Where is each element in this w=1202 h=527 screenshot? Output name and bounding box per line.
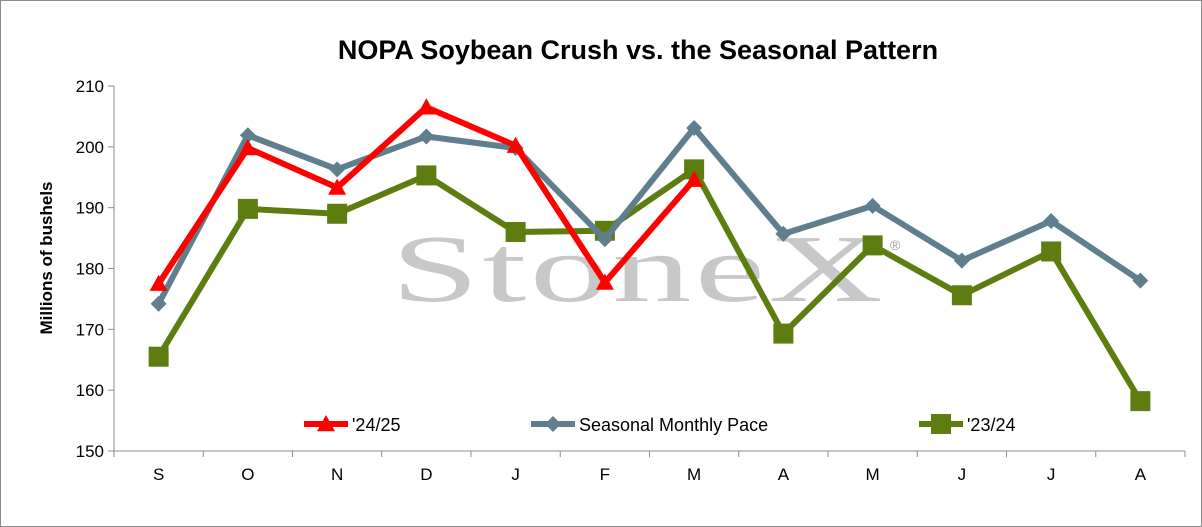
data-point bbox=[506, 136, 525, 153]
legend-label: '24/25 bbox=[352, 415, 400, 435]
legend-item: '23/24 bbox=[919, 414, 1015, 435]
stonex-logo-watermark: StoneX ® bbox=[391, 215, 901, 322]
data-point bbox=[864, 197, 881, 214]
data-point bbox=[595, 273, 614, 290]
x-tick-label: N bbox=[331, 465, 343, 484]
data-point bbox=[238, 139, 257, 156]
y-tick-label: 150 bbox=[76, 442, 104, 461]
data-point bbox=[417, 98, 436, 115]
data-point bbox=[684, 159, 705, 180]
x-tick-label: O bbox=[241, 465, 254, 484]
legend-swatch-marker bbox=[931, 414, 951, 434]
x-tick-label: S bbox=[153, 465, 164, 484]
legend-label: Seasonal Monthly Pace bbox=[579, 415, 768, 435]
legend-label: '23/24 bbox=[967, 415, 1015, 435]
chart-title: NOPA Soybean Crush vs. the Seasonal Patt… bbox=[338, 35, 938, 65]
x-tick-label: D bbox=[420, 465, 432, 484]
series-line bbox=[155, 124, 1144, 307]
x-tick-label: M bbox=[687, 465, 701, 484]
legend-item: Seasonal Monthly Pace bbox=[531, 415, 768, 435]
data-point bbox=[953, 252, 970, 269]
data-point bbox=[505, 222, 526, 242]
x-tick-label: M bbox=[866, 465, 880, 484]
data-point bbox=[327, 203, 348, 224]
data-point bbox=[329, 161, 346, 178]
legend: '24/25 Seasonal Monthly Pace '23/24 bbox=[304, 414, 1015, 435]
data-point bbox=[775, 225, 792, 242]
data-point bbox=[596, 231, 613, 248]
x-tick-label: J bbox=[958, 465, 967, 484]
data-point bbox=[239, 127, 256, 144]
legend-item: '24/25 bbox=[304, 415, 400, 435]
data-point bbox=[1041, 241, 1062, 262]
data-point bbox=[773, 323, 794, 344]
data-point bbox=[1130, 391, 1151, 412]
x-tick-label: F bbox=[600, 465, 610, 484]
data-point bbox=[862, 235, 883, 256]
x-tick-label: J bbox=[511, 465, 520, 484]
data-point bbox=[951, 285, 972, 306]
data-point bbox=[685, 170, 704, 187]
data-point bbox=[686, 119, 703, 136]
x-tick-label: J bbox=[1047, 465, 1056, 484]
series-layer bbox=[148, 98, 1151, 412]
y-tick-label: 160 bbox=[76, 381, 104, 400]
series-1 bbox=[150, 119, 1149, 312]
y-tick-label: 190 bbox=[76, 199, 104, 218]
watermark-registered-mark: ® bbox=[890, 237, 901, 253]
data-point bbox=[418, 128, 435, 145]
data-point bbox=[149, 274, 168, 291]
y-axis-label: Millions of bushels bbox=[37, 181, 56, 334]
data-point bbox=[148, 346, 169, 367]
data-point bbox=[1132, 272, 1149, 289]
y-tick-label: 200 bbox=[76, 138, 104, 157]
y-tick-label: 210 bbox=[76, 77, 104, 96]
x-tick-label: A bbox=[1135, 465, 1147, 484]
watermark-text: StoneX bbox=[391, 215, 886, 322]
axes: 150 160 170 180 190 200 210 S O N D J F M A M J J A bbox=[76, 77, 1186, 484]
series-0 bbox=[149, 98, 704, 291]
legend-swatch-marker bbox=[317, 415, 335, 432]
y-tick-label: 170 bbox=[76, 320, 104, 339]
x-tick-label: A bbox=[778, 465, 790, 484]
y-tick-label: 180 bbox=[76, 260, 104, 279]
series-line bbox=[155, 166, 1144, 405]
data-point bbox=[150, 295, 167, 312]
data-point bbox=[237, 198, 258, 219]
data-point bbox=[416, 165, 437, 186]
data-point bbox=[328, 178, 347, 195]
data-point bbox=[1043, 213, 1060, 230]
legend-swatch-marker bbox=[545, 416, 561, 432]
